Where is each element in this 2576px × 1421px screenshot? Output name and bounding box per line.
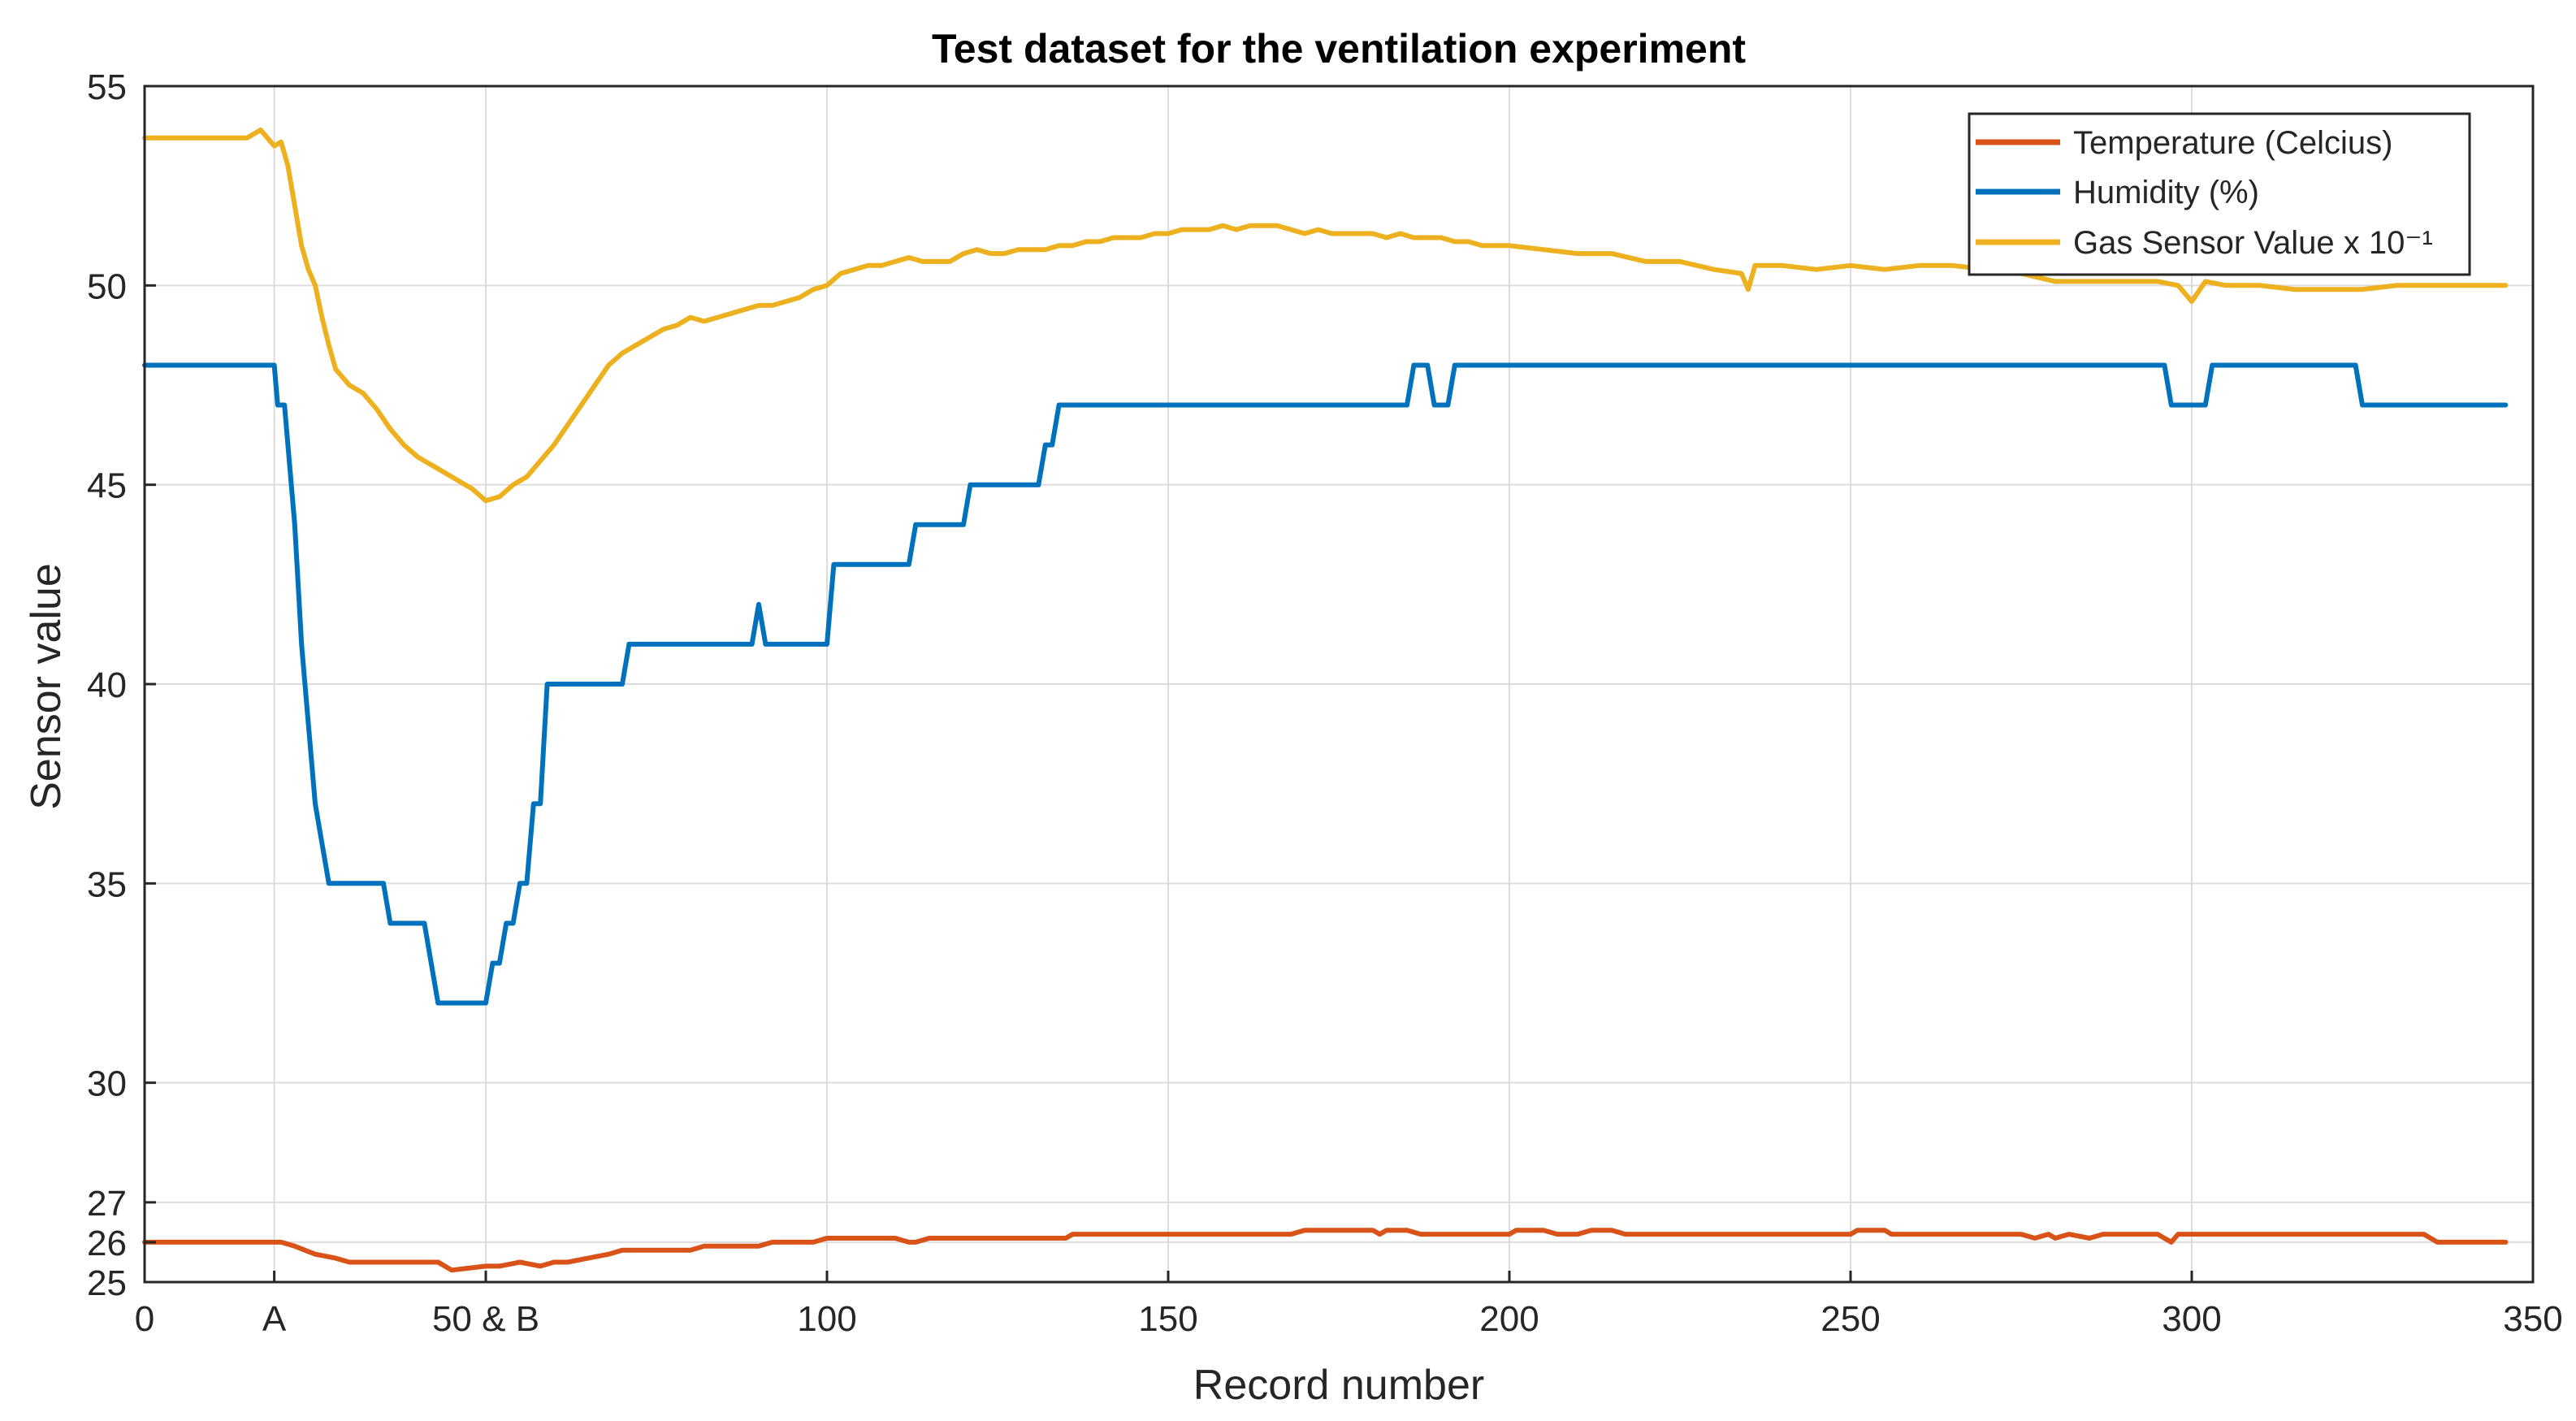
x-tick-label: 150 xyxy=(1138,1299,1197,1339)
x-tick-label: 50 & B xyxy=(432,1299,539,1339)
legend: Temperature (Celcius) Humidity (%) Gas S… xyxy=(1968,112,2471,276)
series-temperature-line xyxy=(142,1228,2509,1273)
x-tick-label: 250 xyxy=(1821,1299,1880,1339)
y-tick-label: 25 xyxy=(87,1263,127,1303)
x-tick-label: 300 xyxy=(2162,1299,2221,1339)
legend-label-temperature: Temperature (Celcius) xyxy=(2073,125,2392,161)
x-tick-label: 350 xyxy=(2503,1299,2562,1339)
legend-label-humidity: Humidity (%) xyxy=(2073,175,2259,210)
grid-lines xyxy=(144,85,2534,1283)
x-axis-label: Record number xyxy=(1193,1362,1484,1409)
series-humidity-line xyxy=(142,362,2509,1006)
x-tick-label: 100 xyxy=(797,1299,856,1339)
y-tick-label: 27 xyxy=(87,1184,127,1224)
y-tick-label: 30 xyxy=(87,1064,127,1104)
axes-frame xyxy=(143,84,2535,1284)
axes-box xyxy=(143,84,2535,1284)
series-lines xyxy=(142,128,2509,1273)
y-axis-label: Sensor value xyxy=(23,563,70,810)
x-tick-label: 200 xyxy=(1479,1299,1539,1339)
x-tick-label: A xyxy=(262,1299,287,1339)
series-gas-line xyxy=(142,128,2509,504)
x-tick-label: 0 xyxy=(135,1299,154,1339)
chart-title: Test dataset for the ventilation experim… xyxy=(932,26,1746,71)
y-tick-label: 45 xyxy=(87,466,127,506)
y-tick-label: 50 xyxy=(87,266,127,306)
y-tick-label: 55 xyxy=(87,67,127,107)
y-tick-label: 40 xyxy=(87,665,127,705)
y-tick-label: 26 xyxy=(87,1224,127,1263)
legend-label-gas: Gas Sensor Value x 10⁻¹ xyxy=(2073,225,2433,261)
y-tick-label: 35 xyxy=(87,864,127,904)
